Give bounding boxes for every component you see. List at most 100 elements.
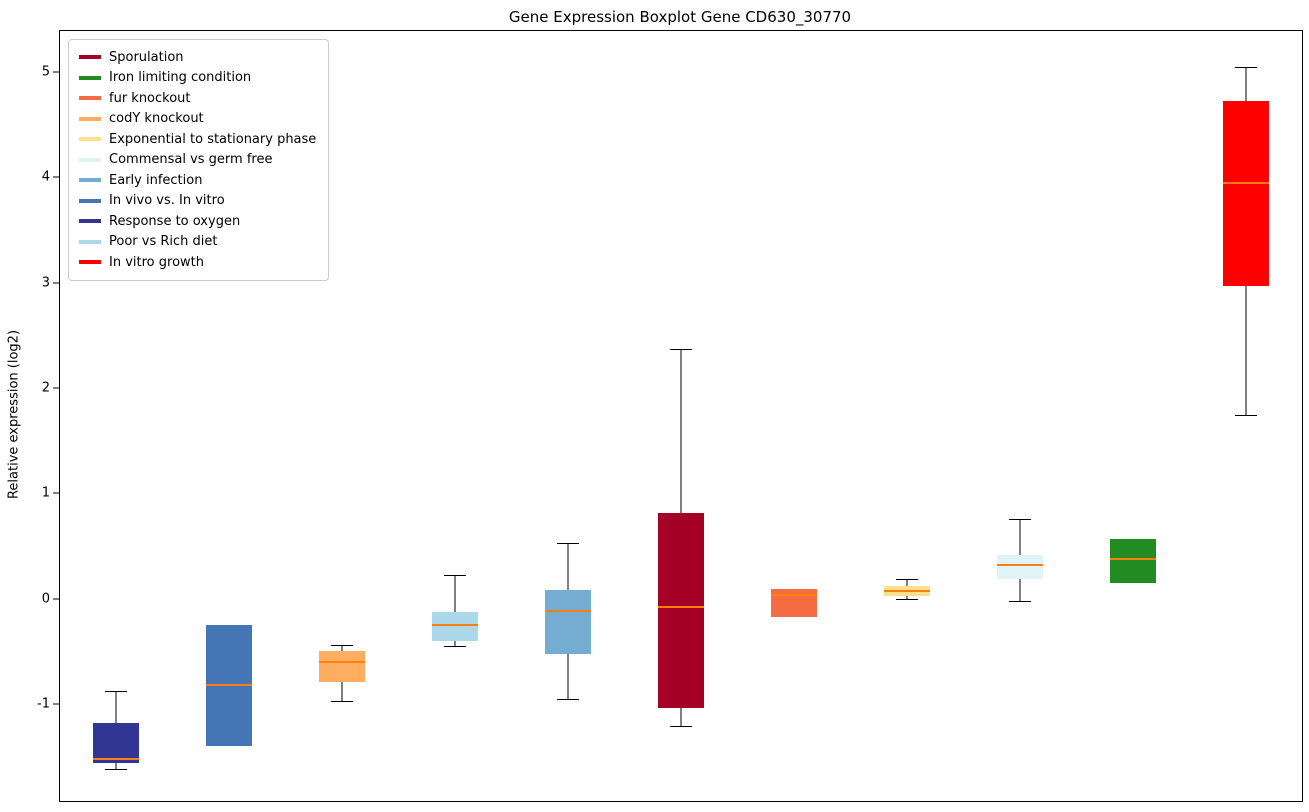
median-line bbox=[883, 590, 930, 593]
y-axis-label: Relative expression (log2) bbox=[6, 329, 22, 500]
box bbox=[658, 513, 704, 709]
legend-label: Poor vs Rich diet bbox=[109, 234, 218, 250]
legend-swatch bbox=[79, 137, 101, 142]
y-tick-mark bbox=[53, 176, 60, 178]
y-tick-mark bbox=[53, 71, 60, 73]
whisker-cap bbox=[895, 578, 918, 580]
legend-label: Early infection bbox=[109, 172, 203, 188]
whisker-line bbox=[1019, 578, 1021, 601]
legend-swatch bbox=[79, 239, 101, 244]
whisker-line bbox=[906, 578, 908, 587]
whisker-cap bbox=[105, 769, 128, 771]
whisker-cap bbox=[444, 646, 467, 648]
whisker-cap bbox=[331, 700, 354, 702]
legend-item: codY knockout bbox=[79, 109, 316, 130]
whisker-line bbox=[341, 681, 343, 701]
median-line bbox=[93, 757, 140, 760]
y-tick-mark bbox=[53, 492, 60, 494]
box bbox=[1109, 538, 1156, 583]
whisker-cap bbox=[1008, 600, 1031, 602]
legend: Sporulation Iron limiting condition fur kn… bbox=[68, 39, 330, 281]
whisker-line bbox=[1019, 518, 1021, 555]
median-line bbox=[996, 564, 1043, 567]
boxes-layer bbox=[60, 31, 1302, 801]
median-line bbox=[1222, 181, 1269, 184]
legend-label: Response to oxygen bbox=[109, 213, 241, 229]
y-tick-label: -1 bbox=[37, 696, 50, 712]
whisker-line bbox=[454, 574, 456, 613]
box bbox=[319, 651, 366, 682]
y-tick-mark bbox=[53, 598, 60, 600]
median-line bbox=[770, 593, 817, 596]
y-tick-label: 3 bbox=[41, 275, 50, 291]
legend-label: Commensal vs germ free bbox=[109, 152, 273, 168]
median-line bbox=[206, 684, 253, 687]
whisker-line bbox=[680, 708, 682, 727]
legend-label: Iron limiting condition bbox=[109, 70, 252, 86]
legend-item: Commensal vs germ free bbox=[79, 150, 316, 171]
whisker-line bbox=[341, 645, 343, 652]
legend-item: Response to oxygen bbox=[79, 211, 316, 232]
whisker-cap bbox=[895, 598, 918, 600]
legend-swatch bbox=[79, 96, 101, 101]
whisker-cap bbox=[557, 542, 580, 544]
legend-item: Early infection bbox=[79, 170, 316, 191]
box bbox=[996, 554, 1043, 579]
legend-swatch bbox=[79, 55, 101, 60]
whisker-cap bbox=[444, 574, 467, 576]
y-tick-label: 1 bbox=[41, 485, 50, 501]
box bbox=[93, 723, 140, 764]
legend-item: Poor vs Rich diet bbox=[79, 232, 316, 253]
legend-swatch bbox=[79, 75, 101, 80]
median-line bbox=[432, 624, 479, 627]
y-tick-label: 0 bbox=[41, 591, 50, 607]
whisker-cap bbox=[1234, 66, 1257, 68]
legend-swatch bbox=[79, 198, 101, 203]
whisker-cap bbox=[1234, 415, 1257, 417]
legend-label: codY knockout bbox=[109, 111, 204, 127]
box bbox=[545, 590, 592, 654]
whisker-line bbox=[1245, 285, 1247, 416]
whisker-cap bbox=[331, 645, 354, 647]
legend-item: fur knockout bbox=[79, 88, 316, 109]
y-tick-label: 2 bbox=[41, 380, 50, 396]
legend-label: fur knockout bbox=[109, 90, 191, 106]
chart-title: Gene Expression Boxplot Gene CD630_30770 bbox=[508, 8, 852, 26]
y-tick-label: 5 bbox=[41, 64, 50, 80]
legend-item: In vitro growth bbox=[79, 252, 316, 273]
box bbox=[1222, 100, 1269, 286]
median-line bbox=[1109, 557, 1156, 560]
legend-label: In vivo vs. In vitro bbox=[109, 193, 225, 209]
box bbox=[432, 612, 479, 641]
whisker-cap bbox=[670, 726, 692, 728]
legend-item: In vivo vs. In vitro bbox=[79, 191, 316, 212]
legend-swatch bbox=[79, 219, 101, 224]
whisker-line bbox=[454, 640, 456, 647]
legend-item: Sporulation bbox=[79, 47, 316, 68]
whisker-line bbox=[567, 653, 569, 699]
whisker-line bbox=[906, 595, 908, 599]
whisker-cap bbox=[105, 691, 128, 693]
legend-label: In vitro growth bbox=[109, 254, 204, 270]
whisker-line bbox=[567, 542, 569, 591]
whisker-cap bbox=[1008, 518, 1031, 520]
legend-swatch bbox=[79, 178, 101, 183]
whisker-cap bbox=[557, 698, 580, 700]
whisker-line bbox=[680, 349, 682, 514]
median-line bbox=[658, 606, 704, 609]
legend-swatch bbox=[79, 157, 101, 162]
median-line bbox=[319, 660, 366, 663]
whisker-line bbox=[115, 691, 117, 724]
legend-swatch bbox=[79, 116, 101, 121]
whisker-line bbox=[115, 763, 117, 770]
y-tick-mark bbox=[53, 387, 60, 389]
median-line bbox=[545, 610, 592, 613]
legend-label: Sporulation bbox=[109, 49, 184, 65]
y-tick-mark bbox=[53, 282, 60, 284]
plot-area: Sporulation Iron limiting condition fur kn… bbox=[37, 30, 1303, 802]
y-tick-mark bbox=[53, 703, 60, 705]
whisker-cap bbox=[670, 349, 692, 351]
legend-label: Exponential to stationary phase bbox=[109, 131, 317, 147]
whisker-line bbox=[1245, 66, 1247, 101]
